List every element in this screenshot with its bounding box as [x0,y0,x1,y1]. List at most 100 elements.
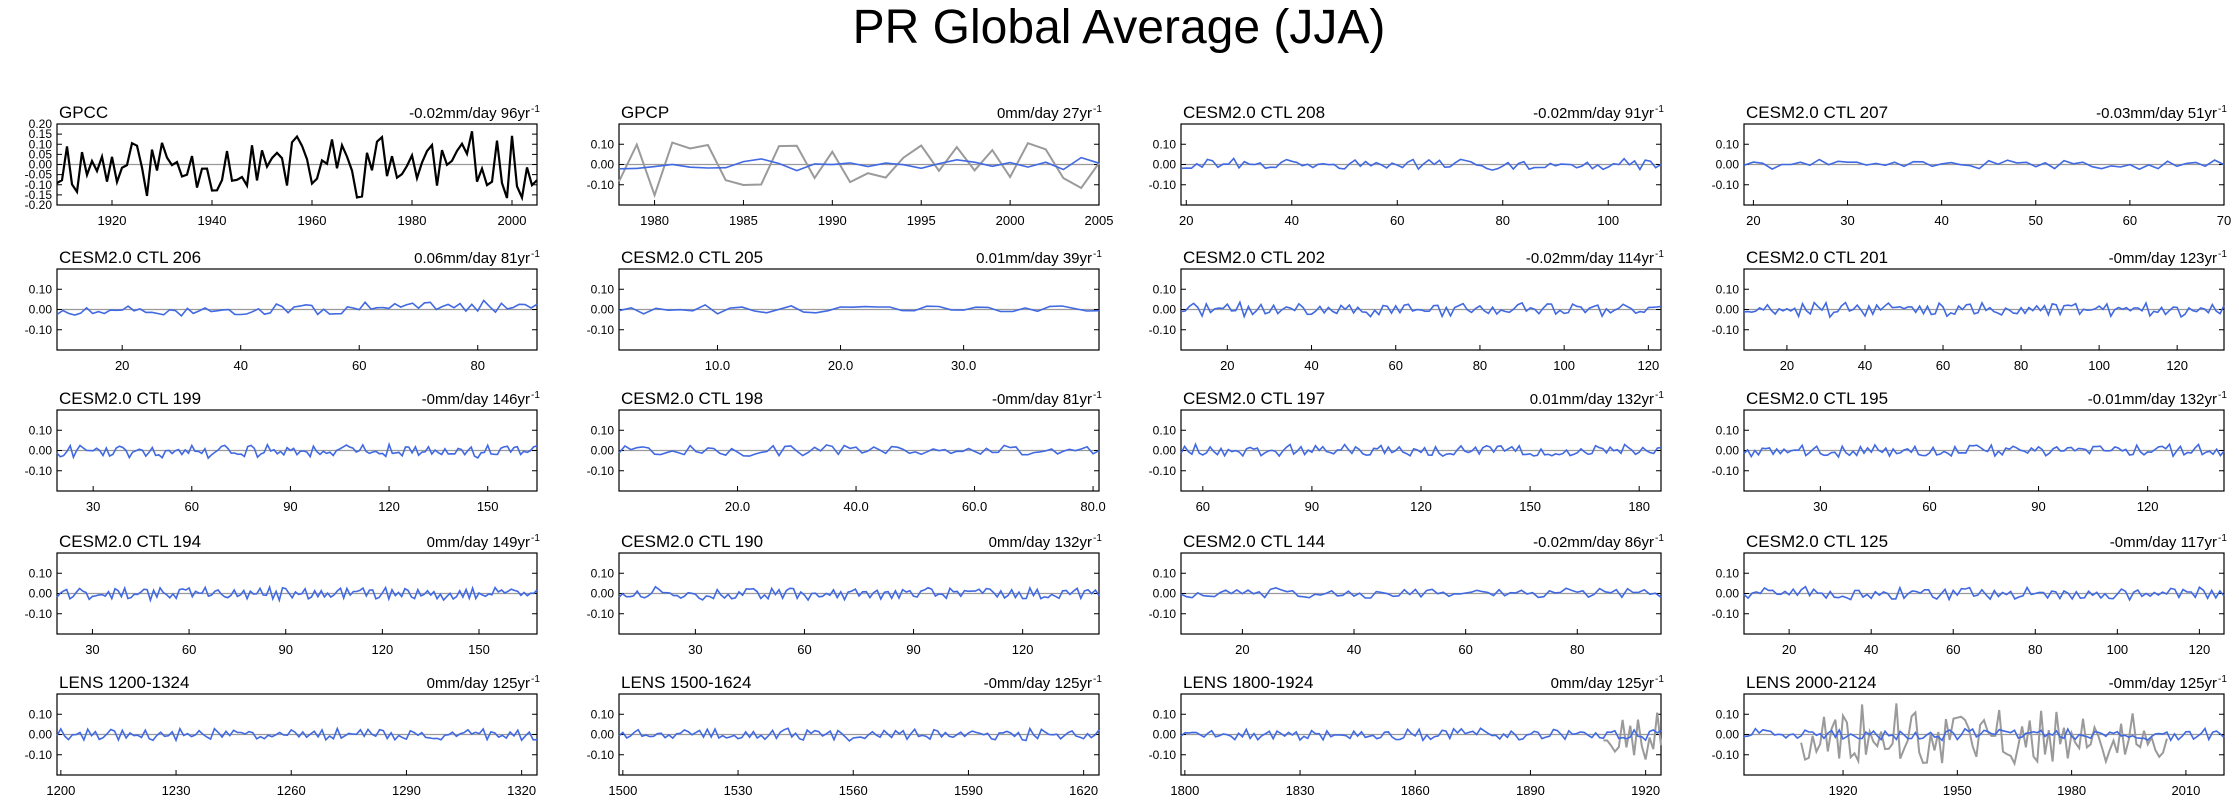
x-tick-label: 20.0 [725,499,750,514]
y-tick-label: 0.00 [591,728,615,742]
panel-title: CESM2.0 CTL 199 [59,389,201,408]
stat-superscript: -1 [1093,249,1102,260]
y-tick-label: -0.10 [1149,178,1177,192]
x-tick-label: 40 [1304,358,1318,373]
panel-title: CESM2.0 CTL 202 [1183,248,1325,267]
panel-title: CESM2.0 CTL 195 [1746,389,1888,408]
x-tick-label: 1560 [839,783,868,798]
panel-title: CESM2.0 CTL 201 [1746,248,1888,267]
panel-1: GPCC -0.02mm/day 96yr -1 0.200.150.100.050.… [25,103,541,228]
stat-superscript: -1 [1093,674,1102,685]
panel-stat: 0.06mm/day 81yr [414,250,530,267]
x-tick-label: 80 [1473,358,1487,373]
panel-2: GPCP 0mm/day 27yr -1 0.10 0.00 -0.10 1980 1985 1… [587,103,1114,228]
y-tick-label: -0.10 [1712,607,1740,621]
stat-superscript: -1 [1093,390,1102,401]
y-tick-label: -0.05 [25,168,53,182]
stat-superscript: -1 [1093,533,1102,544]
panel-6: CESM2.0 CTL 205 0.01mm/day 39yr -1 0.10 0.00… [587,248,1103,373]
y-tick-label: 0.00 [29,158,53,172]
x-tick-label: 40 [1858,358,1872,373]
series-line [618,585,1100,602]
panel-stat: -0.01mm/day 132yr [2088,391,2217,408]
x-tick-label: 1980 [398,213,427,228]
stat-superscript: -1 [1655,104,1664,115]
panel-title: CESM2.0 CTL 208 [1183,103,1325,122]
panel-stat: -0mm/day 146yr [422,391,530,408]
x-tick-label: 40 [1864,642,1878,657]
x-tick-label: 60.0 [962,499,987,514]
x-tick-label: 20.0 [828,358,853,373]
x-tick-label: 120 [2189,642,2211,657]
y-tick-label: 0.00 [1716,444,1740,458]
x-tick-label: 90 [283,499,297,514]
x-tick-label: 60 [182,642,196,657]
y-tick-label: 0.10 [29,137,53,151]
x-tick-label: 1980 [2057,783,2086,798]
y-tick-label: 0.00 [1153,587,1177,601]
x-tick-label: 1920 [1829,783,1858,798]
y-tick-label: -0.10 [25,178,53,192]
x-tick-label: 90 [1305,499,1319,514]
x-tick-label: 60 [797,642,811,657]
x-tick-label: 1950 [1943,783,1972,798]
x-tick-label: 80 [2028,642,2042,657]
x-tick-label: 80 [1496,213,1510,228]
series-line [1180,157,1662,171]
x-tick-label: 60 [1389,358,1403,373]
panel-stat: -0.02mm/day 96yr [409,105,530,122]
stat-superscript: -1 [2218,104,2227,115]
x-tick-label: 30 [85,642,99,657]
panel-10: CESM2.0 CTL 198 -0mm/day 81yr -1 0.10 0.00 -0… [587,389,1106,514]
y-tick-label: -0.10 [1712,464,1740,478]
panel-stat: -0.02mm/day 91yr [1533,105,1654,122]
panel-stat: -0mm/day 81yr [992,391,1092,408]
x-tick-label: 100 [1553,358,1575,373]
panel-title: CESM2.0 CTL 197 [1183,389,1325,408]
x-tick-label: 60 [1946,642,1960,657]
series-line [1180,587,1662,599]
x-tick-label: 1990 [818,213,847,228]
x-tick-label: 1800 [1170,783,1199,798]
y-tick-label: -0.10 [25,607,53,621]
panel-title: CESM2.0 CTL 206 [59,248,201,267]
x-tick-label: 1200 [46,783,75,798]
panel-8: CESM2.0 CTL 201 -0mm/day 123yr -1 0.10 0.00 -… [1712,248,2228,373]
x-tick-label: 90 [278,642,292,657]
y-tick-label: -0.10 [587,607,615,621]
x-tick-label: 90 [2031,499,2045,514]
x-tick-label: 40 [1347,642,1361,657]
y-tick-label: -0.10 [1149,748,1177,762]
panel-title: CESM2.0 CTL 144 [1183,532,1325,551]
x-tick-label: 1890 [1516,783,1545,798]
y-tick-label: 0.00 [1153,303,1177,317]
panel-title: CESM2.0 CTL 190 [621,532,763,551]
y-tick-label: -0.10 [587,323,615,337]
panel-title: CESM2.0 CTL 198 [621,389,763,408]
y-tick-label: -0.10 [1712,178,1740,192]
series-line [1743,158,2225,171]
y-tick-label: -0.10 [587,464,615,478]
x-tick-label: 1290 [392,783,421,798]
x-tick-label: 120 [378,499,400,514]
x-tick-label: 20 [1235,642,1249,657]
y-tick-label: 0.10 [591,566,615,580]
stat-superscript: -1 [1655,249,1664,260]
y-tick-label: 0.10 [1153,707,1177,721]
x-tick-label: 2005 [1085,213,1114,228]
panel-12: CESM2.0 CTL 195 -0.01mm/day 132yr -1 0.10 0.… [1712,389,2228,514]
y-tick-label: -0.10 [1149,464,1177,478]
panel-14: CESM2.0 CTL 190 0mm/day 132yr -1 0.10 0.00 -0… [587,532,1103,657]
x-tick-label: 40 [1934,213,1948,228]
series-line [618,303,1100,315]
x-tick-label: 150 [468,642,490,657]
panel-stat: 0mm/day 125yr [427,675,530,692]
y-tick-label: 0.00 [1716,728,1740,742]
x-tick-label: 100 [2088,358,2110,373]
panel-stat: -0.02mm/day 114yr [1526,250,1654,267]
stat-superscript: -1 [531,104,540,115]
y-tick-label: -0.10 [1712,323,1740,337]
series-line [56,299,538,318]
y-tick-label: 0.00 [1153,158,1177,172]
stat-superscript: -1 [1655,674,1664,685]
